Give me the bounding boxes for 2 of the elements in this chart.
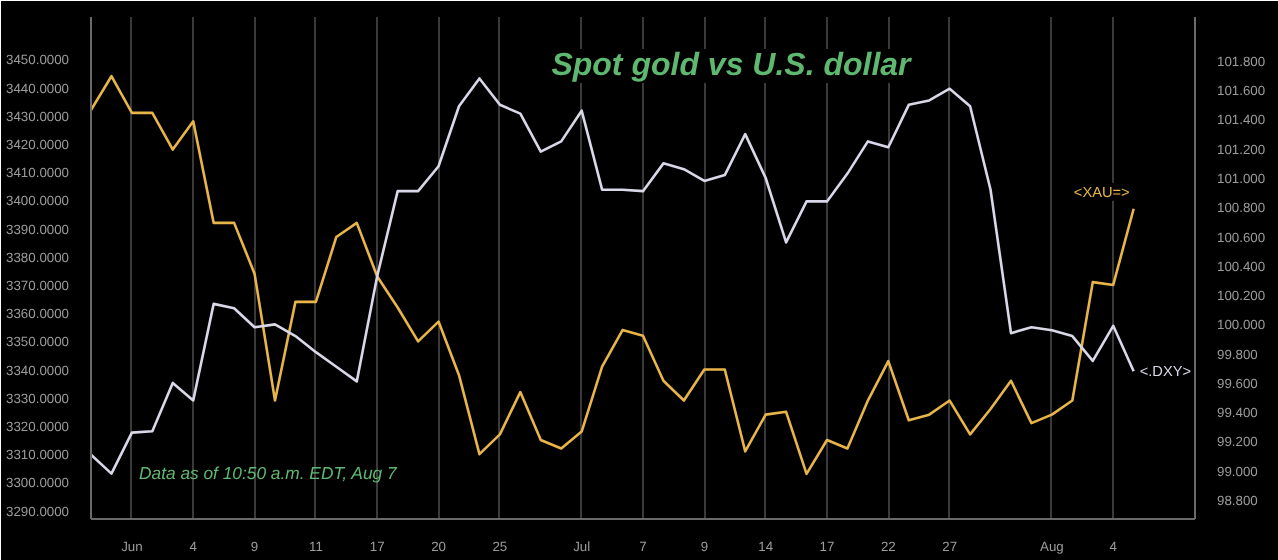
annotation: Data as of 10:50 a.m. EDT, Aug 7 <box>139 463 399 483</box>
text: Spot gold vs U.S. dollar <box>551 49 913 83</box>
